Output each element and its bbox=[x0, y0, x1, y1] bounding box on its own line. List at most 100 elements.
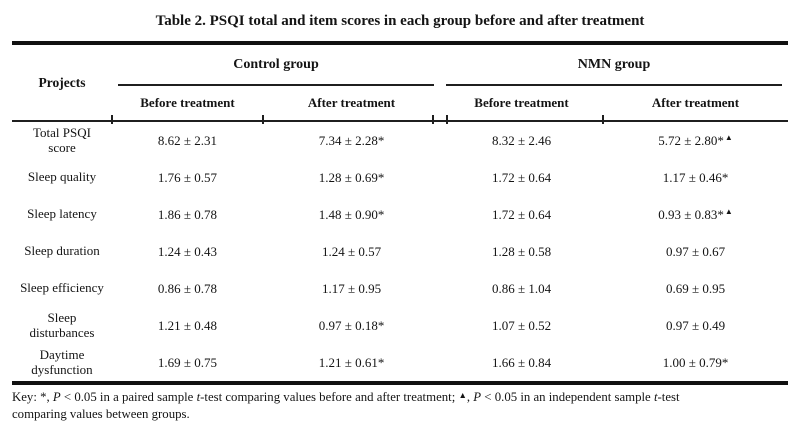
value-text: 0.97 ± 0.18* bbox=[318, 317, 385, 333]
value-cell: 1.86 ± 0.78 bbox=[112, 196, 263, 233]
value-text: 0.93 ± 0.83* bbox=[658, 206, 724, 222]
key-segment: t bbox=[653, 390, 658, 404]
value-cell: 1.66 ± 0.84 bbox=[440, 344, 603, 381]
value-cell: 1.24 ± 0.43 bbox=[112, 233, 263, 270]
psqi-table-wrap: Projects Control group NMN group Before … bbox=[12, 41, 789, 385]
group-header-row: Projects Control group NMN group bbox=[12, 45, 788, 122]
group-header-control: Control group bbox=[118, 45, 435, 86]
table-key: Key: *, P < 0.05 in a paired sample t-te… bbox=[12, 385, 790, 423]
key-segment: < 0.05 in a paired sample bbox=[60, 390, 197, 404]
value-text: 1.48 ± 0.90* bbox=[318, 206, 385, 222]
column-tick bbox=[111, 115, 113, 124]
group-header-nmn: NMN group bbox=[446, 45, 783, 86]
value-cell: 8.32 ± 2.46 bbox=[440, 121, 603, 159]
value-cell: 0.86 ± 0.78 bbox=[112, 270, 263, 307]
psqi-table: Projects Control group NMN group Before … bbox=[12, 45, 789, 381]
key-segment: comparing values between groups. bbox=[12, 406, 190, 421]
key-segment: P bbox=[473, 390, 482, 404]
table-row: Sleep duration 1.24 ± 0.43 1.24 ± 0.57 1.28… bbox=[12, 233, 788, 270]
key-segment: P bbox=[52, 390, 61, 404]
project-cell: Sleep duration bbox=[24, 243, 100, 259]
column-header-control-before: Before treatment bbox=[112, 86, 263, 122]
value-text: 8.62 ± 2.31 bbox=[157, 132, 218, 148]
value-text: 1.72 ± 0.64 bbox=[491, 206, 552, 222]
significance-flag: ▲ bbox=[724, 206, 733, 216]
key-segment: t bbox=[196, 390, 201, 404]
value-text: 1.66 ± 0.84 bbox=[491, 354, 552, 370]
value-text: 1.24 ± 0.57 bbox=[321, 243, 382, 259]
project-cell: Sleep disturbances bbox=[29, 309, 95, 340]
value-text: 1.24 ± 0.43 bbox=[157, 243, 218, 259]
value-cell: 1.17 ± 0.46* bbox=[603, 159, 788, 196]
value-text: 8.32 ± 2.46 bbox=[491, 132, 552, 148]
project-cell: Daytime dysfunction bbox=[31, 346, 93, 377]
value-cell: 0.97 ± 0.18* bbox=[263, 307, 440, 344]
value-cell: 1.28 ± 0.58 bbox=[440, 233, 603, 270]
value-text: 1.07 ± 0.52 bbox=[491, 317, 552, 333]
value-cell: 1.48 ± 0.90* bbox=[263, 196, 440, 233]
value-text: 1.72 ± 0.64 bbox=[491, 169, 552, 185]
value-cell: 1.72 ± 0.64 bbox=[440, 196, 603, 233]
value-cell: 0.93 ± 0.83*▲ bbox=[603, 196, 788, 233]
table-title: Table 2. PSQI total and item scores in e… bbox=[155, 13, 645, 29]
value-text: 7.34 ± 2.28* bbox=[318, 132, 385, 148]
value-cell: 0.97 ± 0.67 bbox=[603, 233, 788, 270]
value-text: 0.97 ± 0.67 bbox=[665, 243, 726, 259]
table-row: Sleep efficiency 0.86 ± 0.78 1.17 ± 0.95 0.… bbox=[12, 270, 788, 307]
value-text: 0.69 ± 0.95 bbox=[665, 280, 726, 296]
column-header-projects: Projects bbox=[12, 45, 112, 122]
table-row: Sleep quality 1.76 ± 0.57 1.28 ± 0.69* 1.72… bbox=[12, 159, 788, 196]
value-cell: 1.21 ± 0.48 bbox=[112, 307, 263, 344]
key-segment: , bbox=[466, 390, 474, 404]
value-cell: 8.62 ± 2.31 bbox=[112, 121, 263, 159]
column-tick bbox=[432, 115, 434, 124]
value-cell: 5.72 ± 2.80*▲ bbox=[603, 121, 788, 159]
column-header-nmn-before: Before treatment bbox=[440, 86, 604, 122]
value-text: 1.28 ± 0.69* bbox=[318, 169, 385, 185]
value-cell: 7.34 ± 2.28* bbox=[263, 121, 440, 159]
group-header-control-cell: Control group bbox=[112, 45, 440, 86]
value-cell: 1.17 ± 0.95 bbox=[263, 270, 440, 307]
column-header-control-after: After treatment bbox=[263, 86, 441, 122]
value-text: 1.69 ± 0.75 bbox=[157, 354, 218, 370]
column-header-nmn-after: After treatment bbox=[603, 86, 789, 122]
value-cell: 1.21 ± 0.61* bbox=[263, 344, 440, 381]
table-row: Total PSQI score 8.62 ± 2.31 7.34 ± 2.28* 8… bbox=[12, 121, 788, 159]
value-text: 0.97 ± 0.49 bbox=[665, 317, 726, 333]
significance-flag: ▲ bbox=[724, 132, 733, 142]
value-text: 1.00 ± 0.79* bbox=[662, 354, 729, 370]
key-segment: ▲ bbox=[458, 390, 467, 400]
value-text: 1.17 ± 0.46* bbox=[662, 169, 729, 185]
group-header-nmn-cell: NMN group bbox=[440, 45, 788, 86]
value-cell: 0.86 ± 1.04 bbox=[440, 270, 603, 307]
value-text: 1.86 ± 0.78 bbox=[157, 206, 218, 222]
project-cell: Total PSQI score bbox=[33, 124, 91, 155]
value-text: 5.72 ± 2.80* bbox=[658, 132, 724, 148]
key-segment: -test bbox=[657, 390, 680, 404]
table-row: Sleep latency 1.86 ± 0.78 1.48 ± 0.90* 1.72… bbox=[12, 196, 788, 233]
project-cell: Sleep quality bbox=[27, 169, 97, 185]
key-segment: < 0.05 in an independent sample bbox=[481, 390, 654, 404]
value-cell: 1.07 ± 0.52 bbox=[440, 307, 603, 344]
subheader-row: Before treatment After treatment Before … bbox=[12, 86, 789, 122]
value-cell: 1.00 ± 0.79* bbox=[603, 344, 788, 381]
value-cell: 0.97 ± 0.49 bbox=[603, 307, 788, 344]
value-text: 1.21 ± 0.48 bbox=[157, 317, 218, 333]
column-tick bbox=[602, 115, 604, 124]
value-text: 1.21 ± 0.61* bbox=[318, 354, 385, 370]
project-cell: Sleep latency bbox=[27, 206, 97, 222]
value-cell: 0.69 ± 0.95 bbox=[603, 270, 788, 307]
document-page: Table 2. PSQI total and item scores in e… bbox=[12, 13, 790, 423]
value-cell: 1.24 ± 0.57 bbox=[263, 233, 440, 270]
value-text: 1.76 ± 0.57 bbox=[157, 169, 218, 185]
table-body: Total PSQI score 8.62 ± 2.31 7.34 ± 2.28* 8… bbox=[12, 121, 788, 381]
key-segment: Key: *, bbox=[12, 390, 53, 404]
value-cell: 1.69 ± 0.75 bbox=[112, 344, 263, 381]
value-text: 1.17 ± 0.95 bbox=[321, 280, 382, 296]
value-text: 1.28 ± 0.58 bbox=[491, 243, 552, 259]
column-tick bbox=[262, 115, 264, 124]
value-text: 0.86 ± 0.78 bbox=[157, 280, 218, 296]
value-text: 0.86 ± 1.04 bbox=[491, 280, 552, 296]
value-cell: 1.28 ± 0.69* bbox=[263, 159, 440, 196]
column-tick bbox=[446, 115, 448, 124]
